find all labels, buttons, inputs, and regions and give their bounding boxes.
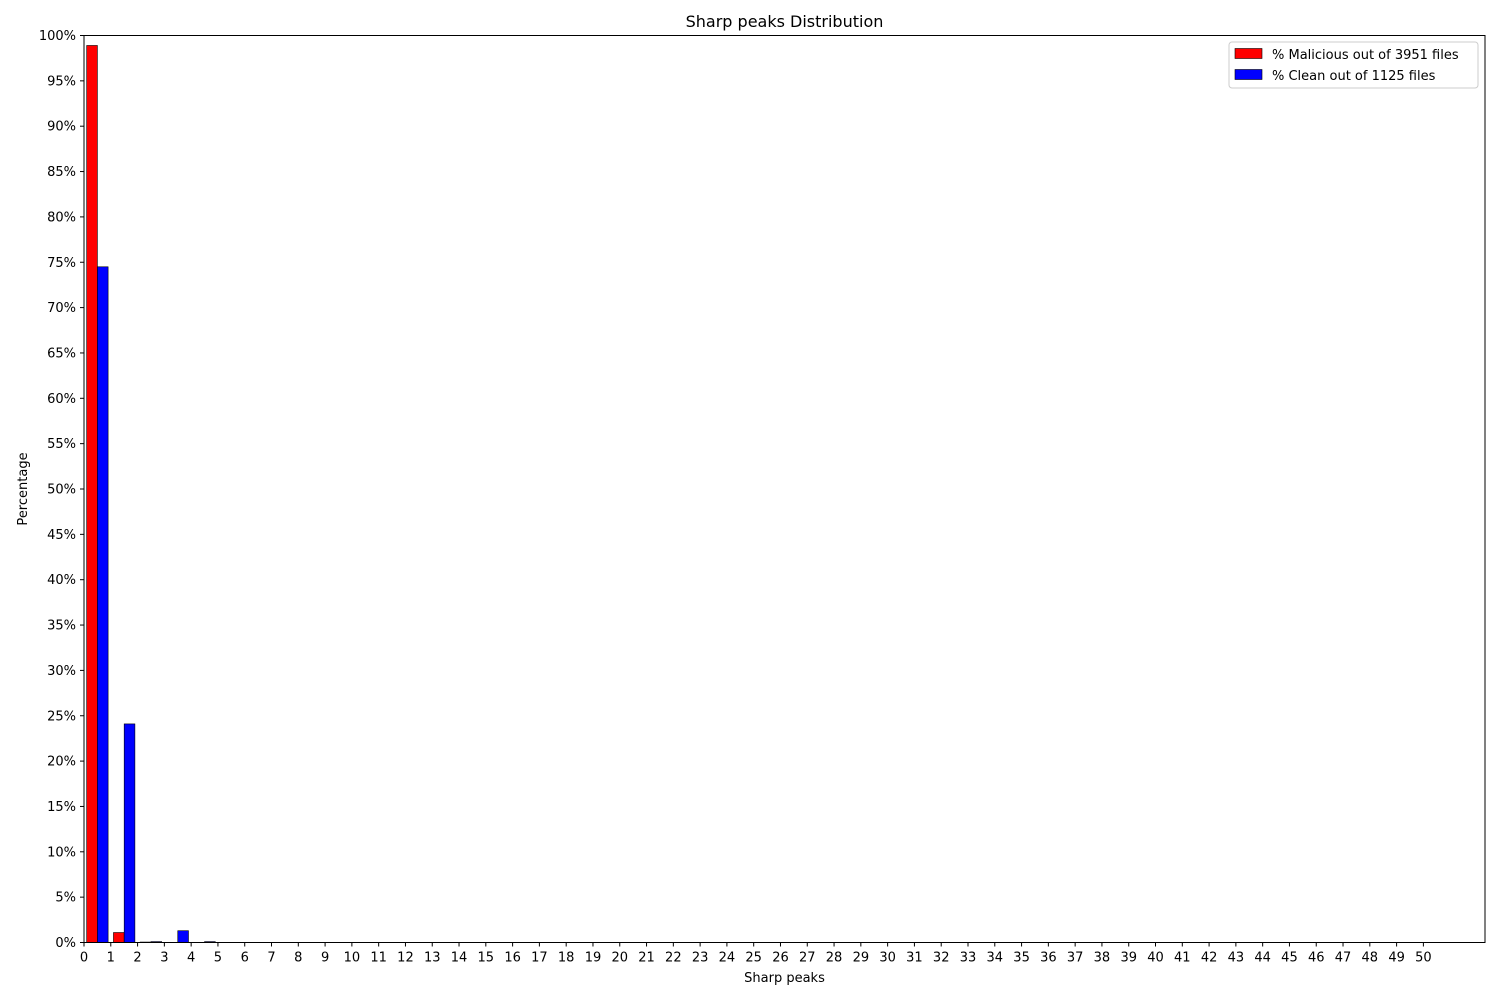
y-axis-label: Percentage [16,452,31,525]
x-tick-label: 23 [692,951,709,966]
x-tick-label: 20 [611,951,628,966]
x-tick-label: 12 [397,951,414,966]
x-tick-label: 6 [241,951,249,966]
x-tick-label: 11 [370,951,387,966]
y-tick-label: 15% [47,800,76,815]
x-tick-label: 16 [504,951,521,966]
legend-label-clean: % Clean out of 1125 files [1272,69,1436,84]
x-tick-label: 18 [558,951,575,966]
y-tick-label: 45% [47,528,76,543]
y-tick-label: 60% [47,392,76,407]
x-tick-label: 15 [478,951,495,966]
y-tick-label: 100% [39,29,76,44]
plot-frame [83,35,1486,943]
x-tick-label: 27 [799,951,816,966]
x-tick-label: 2 [133,951,141,966]
x-tick-label: 42 [1201,951,1218,966]
x-tick-label: 8 [294,951,302,966]
y-tick-label: 35% [47,619,76,634]
x-tick-label: 21 [638,951,655,966]
x-tick-label: 25 [745,951,762,966]
x-tick-label: 14 [451,951,468,966]
legend-box [1228,41,1479,89]
x-tick-label: 3 [160,951,168,966]
x-tick-label: 37 [1067,951,1084,966]
x-tick-label: 5 [214,951,222,966]
x-tick-label: 35 [1013,951,1030,966]
y-tick-label: 85% [47,165,76,180]
bar-clean-1 [123,723,136,943]
bar-malicious-0 [86,45,98,943]
legend-label-malicious: % Malicious out of 3951 files [1272,48,1459,63]
y-tick-label: 75% [47,256,76,271]
y-tick-label: 30% [47,664,76,679]
y-tick-label: 20% [47,755,76,770]
x-axis: 0 1 2 3 4 5 6 7 8 9 10 11 12 13 14 15 16 17 18 19 20 21 22 23 24… [80,942,1432,966]
bar-clean-3 [177,930,189,943]
y-tick-label: 65% [47,346,76,361]
x-tick-label: 4 [187,951,195,966]
x-tick-label: 24 [719,951,736,966]
x-tick-label: 49 [1388,951,1405,966]
x-tick-label: 45 [1281,951,1298,966]
x-tick-label: 1 [107,951,115,966]
x-tick-label: 29 [853,951,870,966]
y-tick-label: 0% [55,936,76,951]
bar-malicious-1 [113,932,125,943]
x-tick-label: 48 [1362,951,1379,966]
x-tick-label: 22 [665,951,682,966]
bar-clean-0 [97,266,109,943]
legend-swatch-malicious [1234,48,1263,59]
x-tick-label: 28 [826,951,843,966]
x-tick-label: 13 [424,951,441,966]
x-tick-label: 33 [960,951,977,966]
x-tick-label: 7 [267,951,275,966]
chart-title: Sharp peaks Distribution [686,12,884,31]
y-tick-label: 55% [47,437,76,452]
y-tick-label: 70% [47,301,76,316]
y-tick-label: 5% [55,891,76,906]
x-axis-label: Sharp peaks [744,971,825,986]
y-tick-label: 25% [47,709,76,724]
x-tick-label: 50 [1415,951,1432,966]
x-tick-label: 40 [1147,951,1164,966]
x-tick-label: 46 [1308,951,1325,966]
x-tick-label: 9 [321,951,329,966]
x-tick-label: 30 [879,951,896,966]
x-tick-label: 39 [1120,951,1137,966]
x-tick-label: 17 [531,951,548,966]
x-tick-label: 47 [1335,951,1352,966]
x-tick-label: 26 [772,951,789,966]
y-tick-label: 95% [47,74,76,89]
x-tick-label: 43 [1228,951,1245,966]
y-tick-label: 10% [47,845,76,860]
y-tick-label: 40% [47,573,76,588]
x-tick-label: 44 [1254,951,1271,966]
bars [86,45,216,943]
y-axis: 0% 5% 10% 15% 20% 25% 30% 35% 40% 45% 50% 55% 60% 65%… [39,29,84,951]
x-tick-label: 36 [1040,951,1057,966]
y-tick-label: 80% [47,210,76,225]
y-tick-label: 50% [47,483,76,498]
x-tick-label: 32 [933,951,950,966]
x-tick-label: 31 [906,951,923,966]
x-tick-label: 38 [1094,951,1111,966]
x-tick-label: 34 [987,951,1004,966]
legend-swatch-clean [1234,69,1263,80]
x-tick-label: 10 [344,951,361,966]
x-tick-label: 41 [1174,951,1191,966]
x-tick-label: 19 [585,951,602,966]
y-tick-label: 90% [47,120,76,135]
x-tick-label: 0 [80,951,88,966]
legend: % Malicious out of 3951 files % Clean ou… [1228,41,1479,89]
